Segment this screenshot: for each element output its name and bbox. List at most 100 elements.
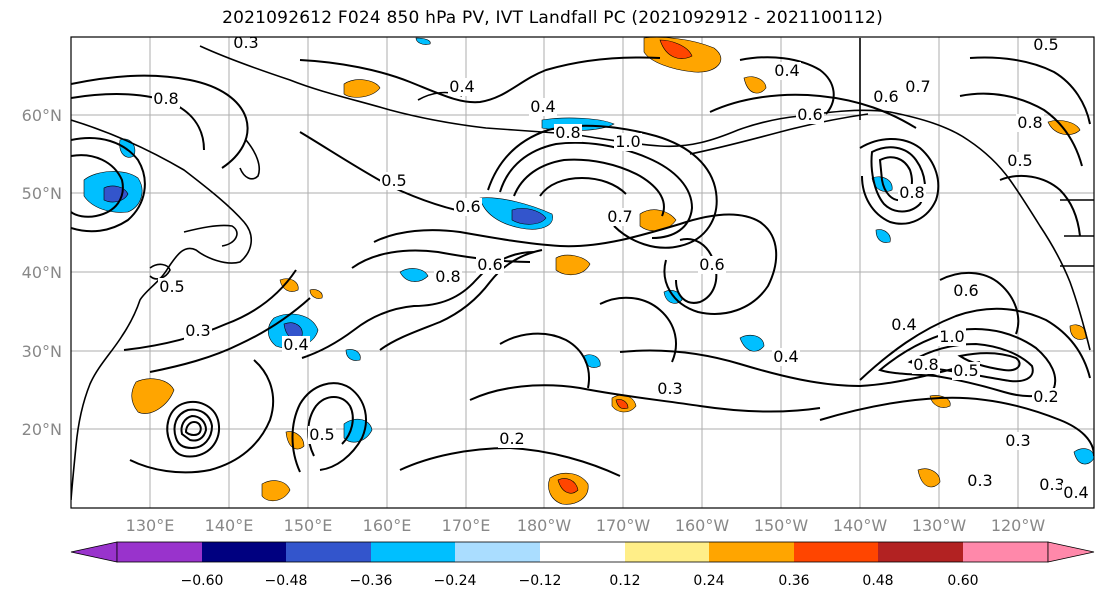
contour-label: 0.3: [967, 471, 992, 490]
contour-label-background: [454, 198, 482, 216]
contour-label: 0.2: [499, 429, 524, 448]
contour-label: 0.3: [1005, 431, 1030, 450]
contour-label-background: [656, 380, 684, 398]
contour-label-background: [184, 322, 212, 340]
contour-label: 1.0: [615, 132, 640, 151]
contour-label: 0.4: [1063, 483, 1088, 502]
colorbar-labels: −0.60 −0.48 −0.36 −0.24 −0.12 0.12 0.24 …: [181, 573, 979, 589]
pv-shading: [83, 37, 1094, 505]
contour-label: 0.7: [905, 77, 930, 96]
contour-label: 0.3: [657, 379, 682, 398]
contour-label: 0.5: [953, 361, 978, 380]
contour-label: 0.6: [699, 255, 724, 274]
colorbar-segments: [116, 541, 1049, 563]
colorbar-segment: [625, 542, 709, 562]
contour-label-background: [498, 430, 526, 448]
contour-label-background: [434, 268, 462, 286]
contour-label-background: [872, 88, 900, 106]
contour-label-background: [1032, 388, 1060, 406]
contour-label: 0.6: [797, 105, 822, 124]
contour-label: 0.8: [153, 89, 178, 108]
contour-label-background: [606, 208, 634, 226]
contour-label: 0.8: [913, 355, 938, 374]
contour-label-background: [448, 78, 476, 96]
lon-label: 150°E: [284, 516, 333, 535]
colorbar-segment: [709, 542, 794, 562]
contour-label: 0.4: [449, 77, 474, 96]
contour-label: 0.3: [1039, 475, 1064, 494]
colorbar-label: 0.36: [778, 573, 809, 589]
lon-label: 130°W: [912, 516, 967, 535]
contour-label-background: [938, 328, 966, 346]
contour-label: 0.6: [873, 87, 898, 106]
contour-label-background: [1004, 432, 1032, 450]
colorbar-segment: [117, 542, 202, 562]
contour-label: 0.3: [185, 321, 210, 340]
lon-label: 140°E: [205, 516, 254, 535]
colorbar-segment: [286, 542, 371, 562]
contour-label: 0.5: [309, 425, 334, 444]
contour-label: 0.5: [1033, 35, 1058, 54]
contour-label-background: [529, 98, 557, 116]
contour-label: 0.4: [774, 61, 799, 80]
contour-label: 0.5: [381, 171, 406, 190]
contour-label: 0.4: [283, 335, 308, 354]
colorbar-segment: [878, 542, 963, 562]
lon-label: 180°W: [517, 516, 572, 535]
lat-label: 40°N: [22, 263, 62, 282]
contour-label-background: [912, 356, 940, 374]
contour-label-background: [380, 172, 408, 190]
colorbar-segment: [202, 542, 286, 562]
contour-label: 0.5: [159, 277, 184, 296]
contour-label-background: [890, 316, 918, 334]
contour-label-background: [898, 184, 926, 202]
contour-label: 0.6: [455, 197, 480, 216]
lon-label: 150°W: [754, 516, 809, 535]
contour-label: 0.8: [435, 267, 460, 286]
contour-label: 0.6: [953, 281, 978, 300]
lon-label: 140°W: [833, 516, 888, 535]
colorbar-label: 0.24: [693, 573, 724, 589]
contour-label-background: [158, 278, 186, 296]
contour-labels: 0.30.40.40.40.50.80.8 1.00.60.60.70.80.50…: [152, 33, 1090, 502]
contour-label-background: [904, 78, 932, 96]
contour-label-background: [476, 256, 504, 274]
contour-label: 0.8: [899, 183, 924, 202]
contour-label-background: [152, 90, 180, 108]
colorbar-segment: [963, 542, 1048, 562]
colorbar-segment: [455, 542, 540, 562]
contour-label: 0.6: [477, 255, 502, 274]
contour-label-background: [773, 62, 801, 80]
colorbar-label: −0.48: [265, 573, 308, 589]
contour-label-background: [1062, 484, 1090, 502]
colorbar-extend-low: [70, 541, 118, 563]
contour-label: 0.4: [891, 315, 916, 334]
lat-label: 50°N: [22, 184, 62, 203]
colorbar-label: −0.60: [181, 573, 224, 589]
colorbar-label: 0.12: [609, 573, 640, 589]
contour-label: 0.7: [607, 207, 632, 226]
contour-label-background: [1032, 37, 1060, 54]
contour-label: 0.3: [233, 33, 258, 52]
contour-label-background: [698, 256, 726, 274]
lat-label: 20°N: [22, 420, 62, 439]
contour-label-background: [952, 282, 980, 300]
map-frame: [70, 36, 1095, 509]
contour-label-background: [554, 124, 582, 142]
contour-label-background: [796, 106, 824, 124]
contour-label-background: [1006, 152, 1034, 170]
colorbar-label: −0.24: [434, 573, 477, 589]
colorbar: −0.60 −0.48 −0.36 −0.24 −0.12 0.12 0.24 …: [70, 541, 1095, 589]
contour-label-background: [772, 348, 800, 366]
figure-title: 2021092612 F024 850 hPa PV, IVT Landfall…: [222, 8, 883, 28]
colorbar-segment: [794, 542, 878, 562]
colorbar-label: −0.12: [519, 573, 562, 589]
contour-label-background: [1038, 476, 1066, 494]
colorbar-extend-high: [1047, 541, 1095, 563]
contour-label-background: [282, 336, 310, 354]
colorbar-label: 0.48: [862, 573, 893, 589]
contour-label-background: [308, 426, 336, 444]
latitude-labels: 60°N 50°N 40°N 30°N 20°N: [22, 106, 62, 439]
colorbar-segment: [371, 542, 455, 562]
